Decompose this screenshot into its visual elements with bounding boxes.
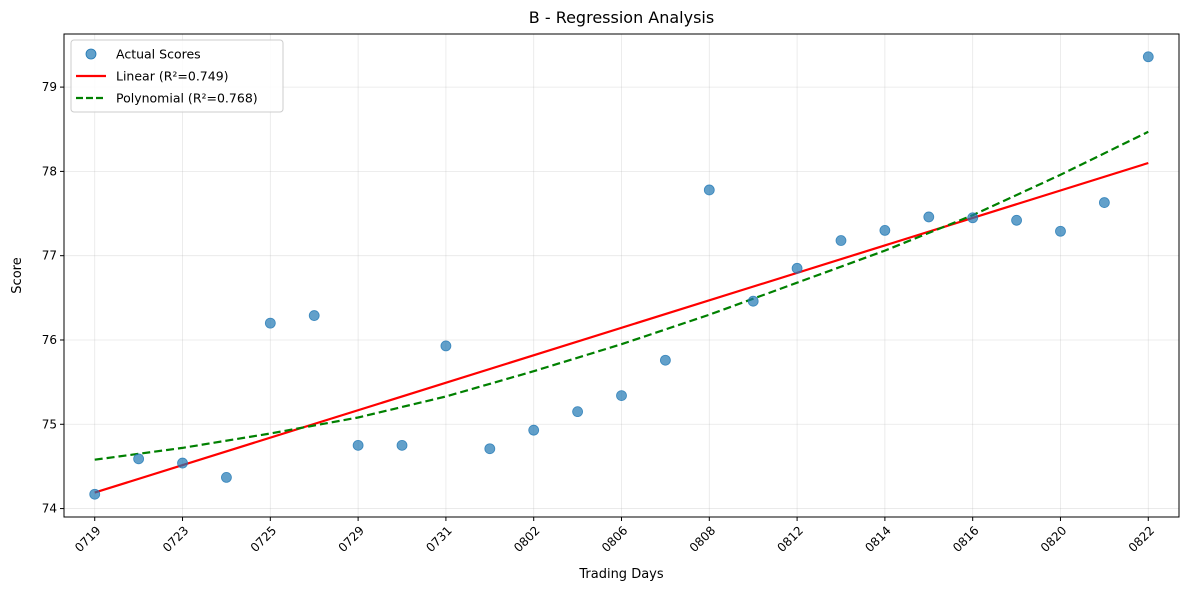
legend-label: Polynomial (R²=0.768) bbox=[116, 91, 258, 106]
x-tick-label: 0719 bbox=[72, 523, 103, 554]
y-axis-label: Score bbox=[10, 257, 25, 293]
legend: Actual Scores Linear (R²=0.749) Polynomial… bbox=[70, 39, 284, 113]
scatter-point bbox=[440, 340, 452, 352]
y-tick-label: 79 bbox=[42, 80, 57, 94]
scatter-point bbox=[703, 184, 715, 196]
y-axis: 74 75 76 77 78 79 bbox=[42, 80, 64, 516]
scatter-point bbox=[396, 439, 408, 451]
x-tick-label: 0723 bbox=[160, 523, 191, 554]
scatter-point bbox=[133, 453, 145, 465]
scatter-point bbox=[791, 262, 803, 274]
scatter-point bbox=[484, 443, 496, 455]
scatter-points bbox=[89, 51, 1154, 500]
scatter-point bbox=[835, 235, 847, 246]
scatter-point bbox=[1055, 225, 1066, 237]
scatter-point bbox=[572, 406, 584, 418]
x-tick-label: 0820 bbox=[1038, 523, 1069, 554]
scatter-point bbox=[659, 354, 671, 366]
x-tick-label: 0729 bbox=[336, 523, 367, 554]
x-tick-label: 0802 bbox=[511, 523, 542, 554]
y-tick-label: 74 bbox=[42, 502, 57, 516]
scatter-point bbox=[1011, 214, 1022, 226]
legend-label: Actual Scores bbox=[116, 47, 201, 62]
y-tick-label: 75 bbox=[42, 417, 57, 431]
scatter-point bbox=[923, 211, 935, 223]
scatter-point bbox=[879, 225, 891, 236]
x-axis: 0719 0723 0725 0729 0731 0802 0806 0808 0812 0814… bbox=[72, 517, 1157, 555]
x-tick-label: 0812 bbox=[775, 523, 806, 554]
scatter-point bbox=[352, 439, 364, 451]
legend-box bbox=[70, 39, 284, 113]
x-tick-label: 0725 bbox=[248, 523, 279, 554]
y-tick-label: 76 bbox=[42, 333, 57, 347]
scatter-point bbox=[1142, 51, 1154, 63]
scatter-point bbox=[616, 390, 627, 402]
chart-title: B - Regression Analysis bbox=[529, 8, 714, 27]
scatter-point bbox=[308, 310, 320, 321]
scatter-point bbox=[221, 471, 232, 483]
x-tick-label: 0808 bbox=[687, 523, 718, 554]
x-tick-label: 0816 bbox=[950, 523, 981, 554]
x-axis-label: Trading Days bbox=[578, 567, 663, 582]
scatter-point bbox=[967, 212, 979, 224]
scatter-point bbox=[89, 488, 101, 500]
scatter-point bbox=[177, 457, 188, 469]
scatter-point bbox=[528, 424, 540, 436]
legend-marker-scatter bbox=[85, 48, 97, 60]
scatter-point bbox=[1098, 197, 1110, 208]
x-tick-label: 0806 bbox=[599, 523, 630, 554]
x-tick-label: 0731 bbox=[423, 523, 454, 554]
x-tick-label: 0822 bbox=[1126, 523, 1157, 554]
scatter-point bbox=[264, 317, 276, 329]
y-tick-label: 78 bbox=[42, 164, 57, 178]
legend-label: Linear (R²=0.749) bbox=[116, 69, 229, 84]
y-tick-label: 77 bbox=[42, 249, 57, 263]
scatter-point bbox=[747, 295, 759, 307]
x-tick-label: 0814 bbox=[862, 523, 893, 554]
